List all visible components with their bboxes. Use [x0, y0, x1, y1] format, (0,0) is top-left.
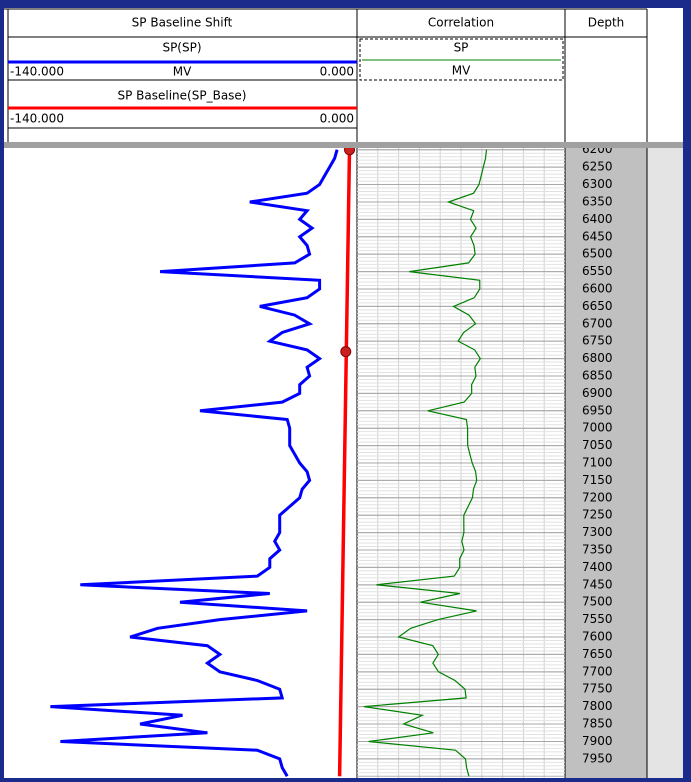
depth-label: 7600: [582, 630, 613, 644]
curve-name: SP(SP): [162, 41, 201, 55]
depth-label: 6850: [582, 368, 613, 382]
depth-label: 7400: [582, 560, 613, 574]
track-title: Depth: [588, 16, 625, 30]
depth-track: [565, 148, 647, 778]
depth-label: 7950: [582, 751, 613, 765]
depth-label: 7300: [582, 525, 613, 539]
depth-label: 6550: [582, 264, 613, 278]
depth-label: 6350: [582, 194, 613, 208]
depth-label: 7650: [582, 647, 613, 661]
depth-label: 6750: [582, 334, 613, 348]
scale-right: 0.000: [320, 65, 354, 79]
depth-label: 7800: [582, 699, 613, 713]
depth-label: 6800: [582, 351, 613, 365]
track-title: SP Baseline Shift: [132, 16, 233, 30]
depth-label: 6650: [582, 299, 613, 313]
baseline-marker: [344, 148, 356, 156]
curve-name: SP Baseline(SP_Base): [118, 89, 247, 103]
track-title: Correlation: [428, 16, 494, 30]
log-body: 6200 6250 6300 6350 6400 6450 6500 6550 6600 6650…: [50, 142, 613, 778]
scale-unit: MV: [452, 64, 471, 78]
depth-label: 7750: [582, 682, 613, 696]
depth-label: 7100: [582, 456, 613, 470]
depth-label: 7200: [582, 490, 613, 504]
depth-label: 6250: [582, 160, 613, 174]
depth-label: 6600: [582, 281, 613, 295]
depth-label: 7550: [582, 612, 613, 626]
depth-label: 7900: [582, 734, 613, 748]
depth-label: 7500: [582, 595, 613, 609]
depth-label: 6500: [582, 247, 613, 261]
sp-curve: [50, 149, 339, 778]
correlation-curve: [363, 149, 488, 777]
curve-name: SP: [454, 41, 469, 55]
separator: [4, 142, 683, 148]
depth-label: 6900: [582, 386, 613, 400]
depth-label: 7250: [582, 508, 613, 522]
baseline-curve: [337, 149, 352, 777]
depth-label: 7700: [582, 664, 613, 678]
scale-left: -140.000: [10, 65, 64, 79]
depth-label: 7000: [582, 421, 613, 435]
baseline-marker: [340, 346, 352, 358]
depth-label: 7050: [582, 438, 613, 452]
depth-label: 7350: [582, 543, 613, 557]
depth-label: 6400: [582, 212, 613, 226]
blank-area: [647, 148, 683, 778]
depth-label: 7150: [582, 473, 613, 487]
header-lines: [4, 8, 648, 778]
scale-unit: MV: [173, 65, 192, 79]
depth-label: 6200: [582, 142, 613, 156]
depth-label: 6450: [582, 229, 613, 243]
scale-left: -140.000: [10, 112, 64, 126]
depth-label: 7450: [582, 577, 613, 591]
depth-label: 6700: [582, 316, 613, 330]
selected-curve-box: [359, 38, 564, 81]
depth-label: 7850: [582, 717, 613, 731]
depth-label: 6300: [582, 177, 613, 191]
scale-right: 0.000: [320, 112, 354, 126]
depth-label: 6950: [582, 403, 613, 417]
